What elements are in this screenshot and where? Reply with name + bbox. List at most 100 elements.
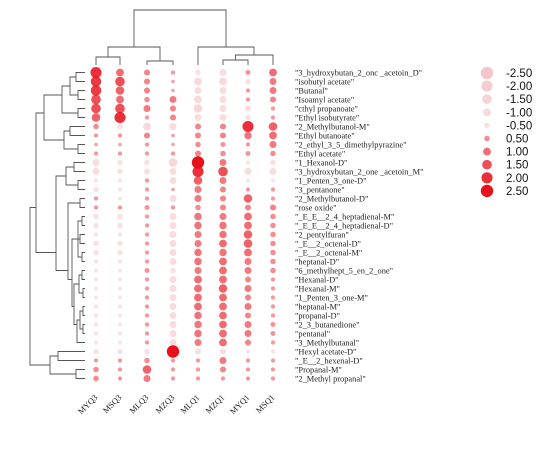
bubble-3-3 [169,95,177,104]
bubble-9-7 [270,150,276,157]
bubble-31-7 [270,349,276,354]
bubble-2-6 [245,88,251,93]
bubble-25-3 [169,293,177,302]
bubble-2-1 [115,86,125,95]
bubble-10-2 [144,159,150,166]
row-label: "_E__2_octenal-M" [295,249,362,258]
bubble-31-4 [194,348,202,355]
bubble-14-6 [243,194,253,203]
bubble-29-3 [169,329,177,338]
row-label: "heptanal-M" [295,303,340,312]
bubble-20-3 [169,248,177,257]
bubble-11-7 [269,167,277,176]
bubble-12-7 [270,178,276,183]
legend-swatch [483,108,491,117]
dendrogram-branch [77,108,85,118]
bubble-14-2 [144,196,150,201]
bubble-15-3 [170,205,176,210]
dendrogram-branch [75,72,85,82]
bubble-34-6 [245,376,251,381]
bubble-32-1 [117,358,123,363]
bubble-29-1 [117,331,123,336]
bubble-16-1 [117,213,123,220]
dendrogram-branch [81,216,85,226]
bubble-33-4 [195,367,201,372]
bubble-20-0 [93,249,99,256]
column-label: MYQ3 [76,393,99,416]
bubble-30-1 [117,340,123,345]
column-labels: MYQ3 MSQ3 MLQ3 MZQ3 MLQ1 MZQ1 MYQ1 MSQ1 [76,393,276,416]
bubble-29-4 [194,329,202,338]
bubble-3-2 [144,96,150,103]
dendrogram-branch [79,198,85,208]
bubble-7-2 [143,132,151,139]
bubble-2-5 [219,86,227,95]
row-label: "Ethyl isobutyrate" [295,114,359,123]
bubble-5-2 [144,115,150,120]
legend: -2.50-2.00-1.50-1.00-0.50 0.501.001.502.0… [480,66,532,198]
bubble-8-5 [220,142,226,147]
bubble-9-3 [170,151,176,156]
dendrogram-branch [71,238,76,307]
bubble-7-3 [171,133,175,138]
bubble-17-5 [219,221,227,230]
bubble-15-2 [144,205,150,210]
bubble-27-4 [194,311,202,320]
bubble-27-2 [144,313,150,318]
bubble-4-3 [169,105,177,112]
bubble-33-6 [245,367,251,372]
bubble-4-1 [115,103,125,114]
bubble-12-4 [193,176,203,185]
bubble-13-7 [270,187,276,192]
bubble-26-2 [144,304,150,309]
column-label: MSQ3 [101,393,123,415]
legend-label: -2.00 [506,81,532,93]
column-label: MYQ1 [228,393,251,416]
bubble-19-6 [243,239,253,248]
bubble-21-2 [144,259,150,264]
bubble-11-2 [143,168,151,175]
column-label: MSQ1 [254,393,276,415]
bubble-21-7 [270,258,276,265]
bubble-13-1 [117,187,123,192]
bubble-19-3 [169,239,177,248]
bubble-3-4 [194,95,202,104]
bubble-7-0 [93,133,99,138]
row-label: "Hexyl acetate-D" [295,348,356,357]
bubble-18-0 [93,232,99,237]
bubble-11-6 [244,167,252,176]
legend-swatch [484,135,490,142]
bubble-24-0 [93,286,99,291]
bubble-32-4 [195,358,201,363]
row-label: "Hexanal-D" [295,276,339,285]
bubble-25-2 [144,295,150,300]
bubble-0-6 [245,70,251,75]
bubble-23-7 [270,277,276,282]
legend-label: 1.50 [506,160,528,172]
row-label: "_E__2_octenal-D" [295,240,361,249]
bubble-14-5 [219,195,227,202]
dendrogram-branch [65,166,78,186]
bubble-32-5 [219,356,227,365]
bubble-32-2 [144,357,150,364]
row-label: "3_hydroxybutan_2_one _acetoin_M" [295,168,423,177]
legend-swatch [482,159,492,170]
bubble-7-5 [219,132,227,139]
bubble-20-5 [219,248,227,257]
bubble-16-7 [270,213,276,220]
column-dendrogram [95,9,274,65]
bubble-29-0 [93,331,99,336]
bubble-2-2 [143,87,151,94]
bubble-18-5 [219,230,227,239]
bubble-6-2 [143,122,151,131]
legend-label: -0.50 [506,120,532,132]
legend-swatch [482,94,492,104]
bubble-32-7 [270,358,276,363]
bubble-28-1 [117,322,123,327]
bubble-29-2 [144,331,150,336]
legend-label: -2.50 [506,68,532,80]
bubble-0-2 [143,69,151,76]
bubble-18-7 [270,231,276,238]
bubble-10-5 [219,158,227,167]
bubble-12-6 [245,178,251,183]
